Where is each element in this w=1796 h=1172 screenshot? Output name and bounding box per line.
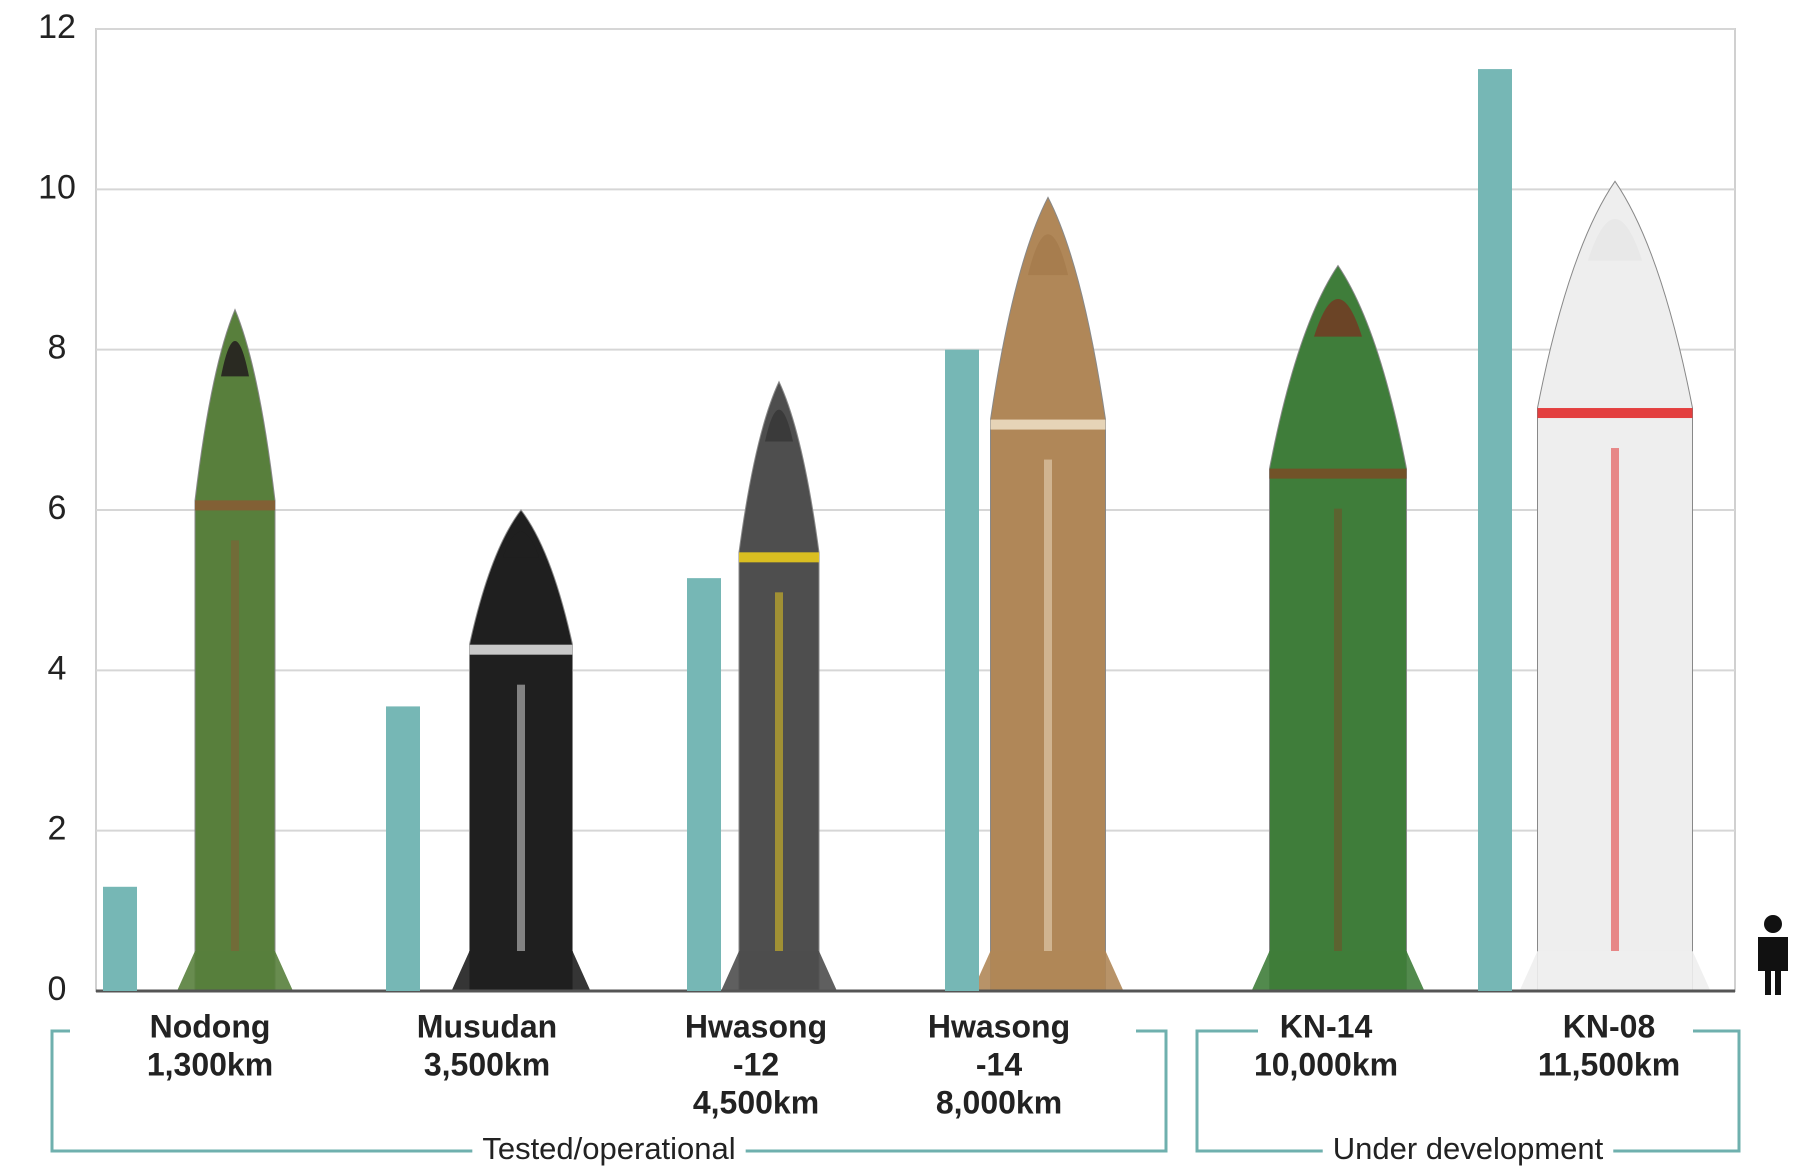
rocket-nose (1314, 299, 1362, 337)
range-label: 4,500km (693, 1084, 819, 1120)
rocket-fins (721, 951, 837, 991)
rocket-stripe (775, 592, 783, 951)
rocket-illustration (1519, 180, 1711, 992)
group-label: Tested/operational (482, 1131, 735, 1166)
rocket-nose (765, 409, 793, 442)
rocket-band (1269, 468, 1407, 479)
rocket-band (469, 644, 573, 655)
rocket-stripe (517, 684, 525, 951)
rocket-nose (1027, 234, 1069, 276)
bar (1478, 69, 1512, 992)
rocket-illustration (451, 509, 591, 992)
y-tick-label: 10 (38, 168, 76, 206)
range-label: 1,300km (147, 1046, 273, 1082)
rocket-stripe (1334, 508, 1342, 951)
rocket-fins (972, 951, 1124, 991)
x-tick-label: -14 (976, 1046, 1022, 1082)
bar (945, 349, 979, 992)
rocket-nose (502, 531, 540, 558)
range-label: 10,000km (1254, 1046, 1398, 1082)
rocket-fins (1251, 951, 1425, 991)
rocket-fins (1519, 951, 1711, 991)
rocket-band (1537, 408, 1693, 419)
rocket-nose (221, 340, 249, 377)
person-body (1758, 937, 1788, 995)
rocket-band (195, 500, 275, 511)
rocket-stripe (231, 540, 239, 951)
y-tick-label: 6 (48, 489, 67, 527)
group-bracket (50, 1029, 1168, 1153)
rocket-illustration (177, 308, 293, 992)
group-bracket (1195, 1029, 1741, 1153)
y-tick-label: 12 (38, 8, 76, 46)
x-tick-label: Nodong (150, 1008, 271, 1044)
x-tick-label: Hwasong (928, 1008, 1070, 1044)
bar (103, 886, 137, 991)
rocket-fins (451, 951, 591, 991)
range-label: 11,500km (1538, 1046, 1680, 1082)
person-head (1764, 915, 1782, 933)
rocket-illustration (1251, 264, 1425, 992)
y-tick-label: 8 (48, 329, 67, 367)
x-tick-label: -12 (733, 1046, 779, 1082)
rocket-stripe (1044, 459, 1052, 951)
range-label: 8,000km (936, 1084, 1062, 1120)
x-tick-label: Musudan (417, 1008, 557, 1044)
y-tick-label: 2 (48, 810, 67, 848)
rocket-band (990, 419, 1106, 430)
x-tick-label: KN-08 (1563, 1008, 1655, 1044)
rocket-band (739, 552, 819, 563)
x-tick-label: KN-14 (1280, 1008, 1373, 1044)
bar (386, 706, 420, 991)
y-tick-label: 4 (48, 649, 67, 687)
range-label: 3,500km (424, 1046, 550, 1082)
bar (687, 578, 721, 991)
rocket-fins (177, 951, 293, 991)
y-tick-label: 0 (48, 970, 67, 1008)
person-icon (1758, 915, 1788, 995)
rocket-nose (1587, 218, 1643, 261)
rocket-illustration (972, 196, 1124, 992)
x-tick-label: Hwasong (685, 1008, 827, 1044)
rocket-stripe (1611, 448, 1619, 951)
group-label: Under development (1333, 1131, 1604, 1166)
rocket-illustration (721, 380, 837, 992)
